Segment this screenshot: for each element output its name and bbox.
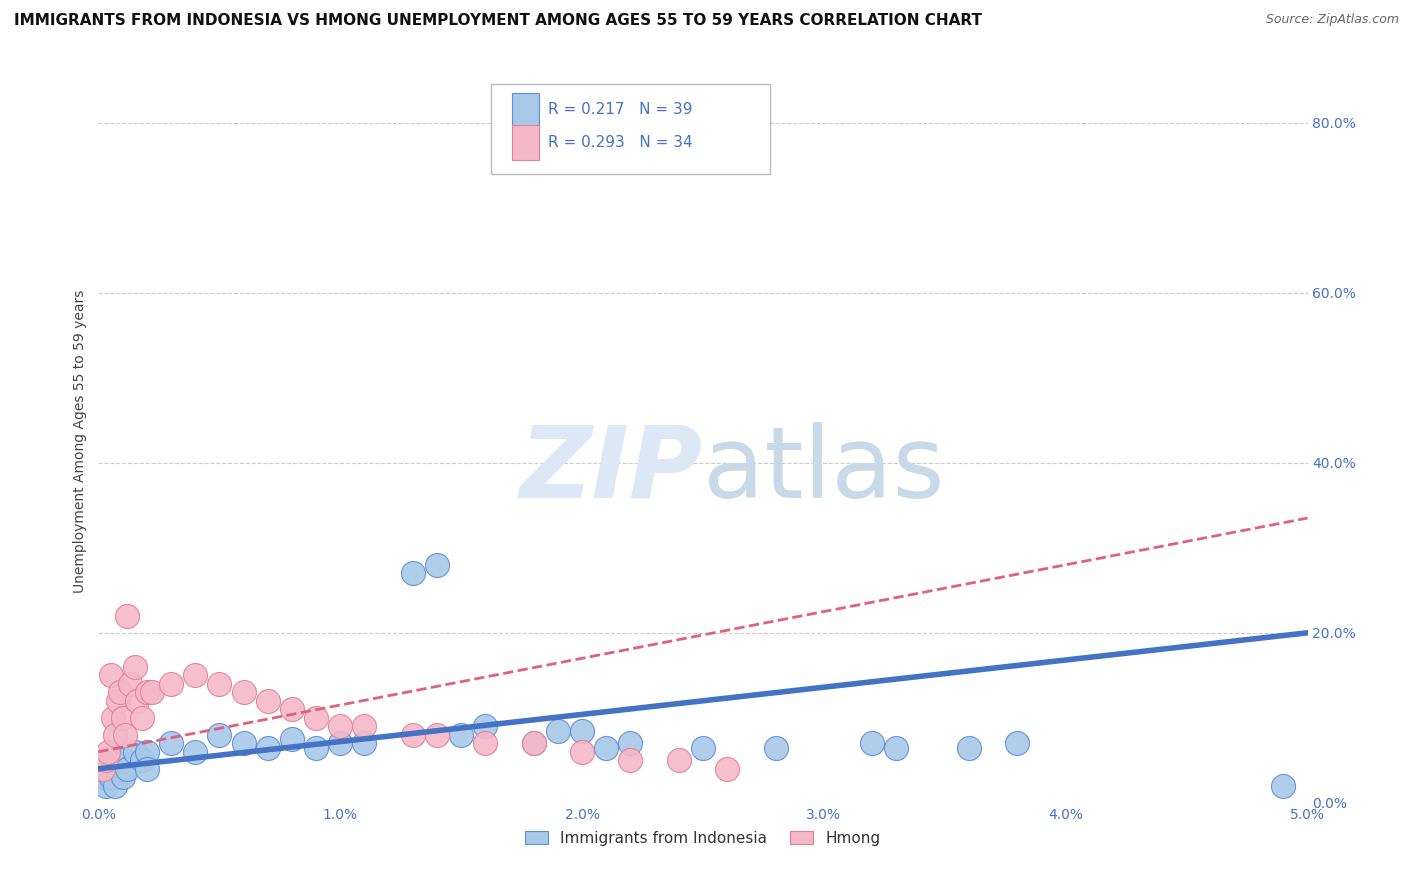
Point	[118, 677, 141, 691]
FancyBboxPatch shape	[492, 84, 769, 174]
Point	[716, 762, 738, 776]
Point	[426, 728, 449, 742]
Point	[305, 711, 328, 725]
Point	[184, 745, 207, 759]
Point	[107, 762, 129, 776]
Point	[94, 779, 117, 793]
Point	[668, 753, 690, 767]
Text: Source: ZipAtlas.com: Source: ZipAtlas.com	[1265, 13, 1399, 27]
Point	[107, 694, 129, 708]
Point	[135, 685, 157, 699]
Point	[127, 694, 149, 708]
Text: ZIP: ZIP	[520, 422, 703, 519]
Point	[94, 753, 117, 767]
Point	[571, 745, 593, 759]
Point	[474, 736, 496, 750]
Point	[131, 753, 153, 767]
Point	[232, 736, 254, 750]
Point	[692, 740, 714, 755]
Point	[281, 702, 304, 716]
Point	[353, 736, 375, 750]
Point	[1272, 779, 1295, 793]
Point	[860, 736, 883, 750]
Point	[101, 753, 124, 767]
Point	[100, 770, 122, 784]
Point	[886, 740, 908, 755]
Point	[595, 740, 617, 755]
Point	[232, 685, 254, 699]
Point	[523, 736, 546, 750]
Point	[124, 745, 146, 759]
Point	[450, 728, 472, 742]
Point	[184, 668, 207, 682]
Point	[329, 736, 352, 750]
Point	[208, 677, 231, 691]
Point	[111, 753, 134, 767]
Point	[135, 745, 157, 759]
Point	[305, 740, 328, 755]
Point	[547, 723, 569, 738]
Text: R = 0.217   N = 39: R = 0.217 N = 39	[548, 103, 693, 118]
Point	[402, 566, 425, 581]
Point	[1007, 736, 1029, 750]
Point	[402, 728, 425, 742]
Point	[108, 685, 131, 699]
FancyBboxPatch shape	[512, 125, 538, 160]
Point	[97, 745, 120, 759]
Point	[426, 558, 449, 572]
Point	[619, 736, 641, 750]
Point	[101, 711, 124, 725]
Point	[97, 762, 120, 776]
Text: R = 0.293   N = 34: R = 0.293 N = 34	[548, 135, 693, 150]
Point	[474, 719, 496, 733]
Point	[256, 740, 278, 755]
Point	[91, 770, 114, 784]
Point	[208, 728, 231, 742]
Point	[131, 711, 153, 725]
Point	[104, 728, 127, 742]
Point	[111, 770, 134, 784]
Point	[957, 740, 980, 755]
Point	[117, 762, 139, 776]
Point	[571, 723, 593, 738]
Point	[160, 677, 183, 691]
Legend: Immigrants from Indonesia, Hmong: Immigrants from Indonesia, Hmong	[526, 830, 880, 846]
Point	[117, 608, 139, 623]
Point	[111, 711, 134, 725]
Point	[91, 762, 114, 776]
Point	[765, 740, 787, 755]
Point	[256, 694, 278, 708]
Text: IMMIGRANTS FROM INDONESIA VS HMONG UNEMPLOYMENT AMONG AGES 55 TO 59 YEARS CORREL: IMMIGRANTS FROM INDONESIA VS HMONG UNEMP…	[14, 13, 981, 29]
Point	[114, 728, 136, 742]
Point	[619, 753, 641, 767]
Point	[329, 719, 352, 733]
Point	[124, 660, 146, 674]
Point	[281, 732, 304, 747]
Point	[104, 779, 127, 793]
Point	[100, 668, 122, 682]
Point	[523, 736, 546, 750]
Point	[353, 719, 375, 733]
Point	[141, 685, 163, 699]
FancyBboxPatch shape	[512, 93, 538, 128]
Point	[135, 762, 157, 776]
Y-axis label: Unemployment Among Ages 55 to 59 years: Unemployment Among Ages 55 to 59 years	[73, 290, 87, 593]
Text: atlas: atlas	[703, 422, 945, 519]
Point	[160, 736, 183, 750]
